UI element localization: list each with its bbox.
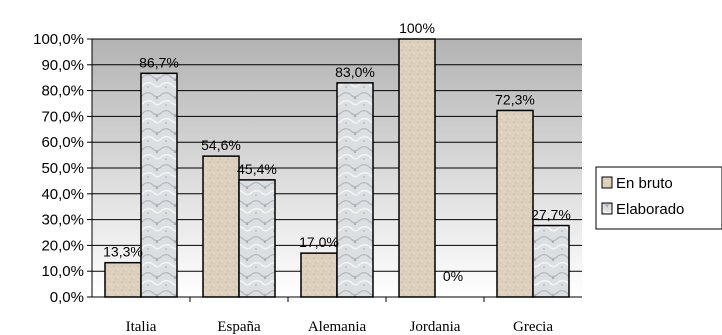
bar-elaborado (140, 72, 178, 298)
data-label: 54,6% (201, 137, 241, 153)
y-tick-label: 10,0% (41, 263, 84, 280)
y-tick-label: 70,0% (41, 108, 84, 125)
y-tick-label: 80,0% (41, 83, 84, 100)
bar-en-bruto (202, 155, 240, 298)
bar-elaborado (238, 179, 276, 298)
bar-en-bruto (300, 252, 338, 298)
data-label: 27,7% (531, 207, 571, 223)
y-tick-label: 60,0% (41, 134, 84, 151)
legend-swatch (601, 176, 613, 189)
axes: 0,0% 10,0% 20,0% 30,0% 40,0% 50,0% 60,0% 70,0% 8… (33, 31, 582, 335)
legend-swatch (601, 202, 613, 215)
bar-en-bruto (398, 38, 436, 298)
bar-elaborado (532, 224, 570, 298)
legend-label: Elaborado (616, 201, 684, 218)
bar-en-bruto (496, 109, 534, 298)
data-label: 83,0% (335, 64, 375, 80)
data-label: 86,7% (139, 54, 179, 70)
category-label: España (217, 319, 261, 335)
data-label: 0% (443, 268, 463, 284)
bar-en-bruto (104, 261, 142, 298)
y-tick-label: 100,0% (33, 31, 84, 48)
data-labels: 13,3% 86,7% 54,6% 45,4% 17,0% 83,0% 100% 0% 72,3… (103, 20, 571, 284)
y-tick-label: 40,0% (41, 186, 84, 203)
y-tick-label: 30,0% (41, 212, 84, 229)
data-label: 100% (399, 20, 435, 36)
category-label: Jordania (410, 319, 461, 335)
y-tick-label: 0,0% (50, 289, 84, 306)
category-label: Italia (126, 319, 157, 335)
y-tick-label: 20,0% (41, 237, 84, 254)
bar-elaborado (336, 82, 374, 298)
category-label: Grecia (513, 319, 553, 335)
y-tick-label: 90,0% (41, 57, 84, 74)
legend-label: En bruto (616, 175, 673, 192)
data-label: 17,0% (299, 234, 339, 250)
data-label: 45,4% (237, 161, 277, 177)
legend: En bruto Elaborado (595, 166, 722, 230)
y-tick-label: 50,0% (41, 160, 84, 177)
legend-box (595, 166, 722, 230)
category-label: Alemania (308, 319, 367, 335)
data-label: 72,3% (495, 91, 535, 107)
data-label: 13,3% (103, 244, 143, 260)
